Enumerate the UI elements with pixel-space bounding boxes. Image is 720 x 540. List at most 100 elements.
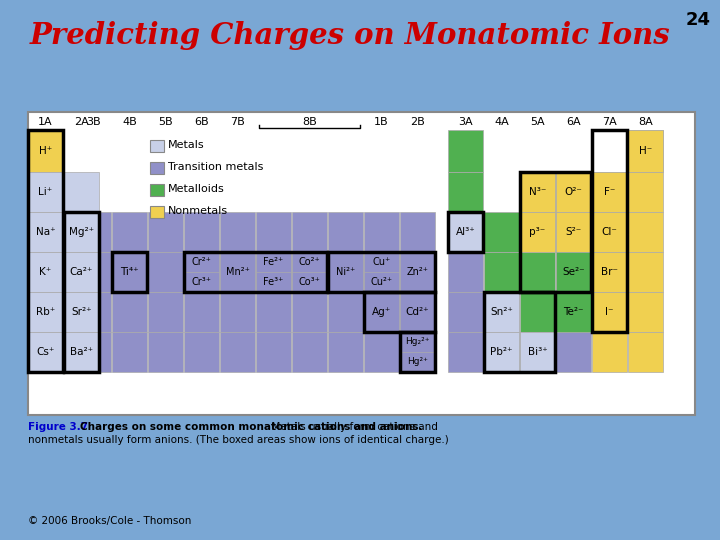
- Bar: [28, 332, 63, 372]
- Bar: [400, 212, 435, 252]
- Text: Zn²⁺: Zn²⁺: [407, 267, 428, 277]
- Bar: [592, 172, 627, 212]
- Bar: [556, 252, 591, 292]
- Bar: [76, 212, 111, 252]
- Bar: [292, 212, 327, 252]
- Bar: [328, 252, 363, 292]
- Text: Fe²⁺: Fe²⁺: [264, 257, 284, 267]
- Bar: [520, 332, 555, 372]
- Bar: [28, 252, 63, 292]
- Text: Co²⁺: Co²⁺: [299, 257, 320, 267]
- Bar: [292, 252, 327, 292]
- Bar: [64, 212, 99, 372]
- Bar: [184, 212, 219, 252]
- Bar: [328, 212, 363, 252]
- Text: Hg²⁺: Hg²⁺: [407, 357, 428, 367]
- Bar: [448, 212, 483, 252]
- Bar: [448, 130, 483, 172]
- Bar: [364, 292, 435, 332]
- Bar: [112, 252, 147, 292]
- Bar: [628, 292, 663, 332]
- Bar: [592, 252, 627, 292]
- Text: 24: 24: [685, 11, 711, 29]
- Text: Transition metals: Transition metals: [168, 162, 264, 172]
- Text: Pb²⁺: Pb²⁺: [490, 347, 513, 357]
- Bar: [484, 292, 519, 332]
- Bar: [148, 332, 183, 372]
- Bar: [448, 252, 483, 292]
- Text: Sr²⁺: Sr²⁺: [71, 307, 92, 317]
- Bar: [592, 292, 627, 332]
- Bar: [112, 292, 147, 332]
- Text: © 2006 Brooks/Cole - Thomson: © 2006 Brooks/Cole - Thomson: [28, 516, 192, 526]
- Bar: [556, 252, 591, 292]
- Bar: [400, 252, 435, 292]
- Bar: [400, 332, 435, 372]
- Bar: [112, 332, 147, 372]
- Bar: [220, 212, 255, 252]
- Bar: [628, 212, 663, 252]
- Bar: [556, 212, 591, 252]
- Text: 5A: 5A: [530, 117, 545, 127]
- Bar: [520, 332, 555, 372]
- Text: Se²⁻: Se²⁻: [562, 267, 585, 277]
- Bar: [184, 332, 219, 372]
- Bar: [556, 212, 591, 252]
- Bar: [520, 212, 555, 252]
- Text: Fe³⁺: Fe³⁺: [264, 277, 284, 287]
- Bar: [184, 252, 219, 292]
- Bar: [28, 172, 63, 212]
- Text: Rb⁺: Rb⁺: [36, 307, 55, 317]
- Text: Predicting Charges on Monatomic Ions: Predicting Charges on Monatomic Ions: [30, 22, 670, 51]
- Bar: [448, 172, 483, 212]
- Text: 1B: 1B: [374, 117, 389, 127]
- Bar: [112, 252, 147, 292]
- Text: Ni²⁺: Ni²⁺: [336, 267, 355, 277]
- Text: Cl⁻: Cl⁻: [602, 227, 618, 237]
- Bar: [328, 252, 435, 292]
- Bar: [400, 332, 435, 372]
- Bar: [448, 292, 483, 332]
- Text: Hg₂²⁺: Hg₂²⁺: [405, 338, 430, 347]
- Bar: [556, 292, 591, 332]
- Bar: [448, 332, 483, 372]
- Text: 7B: 7B: [230, 117, 245, 127]
- Bar: [28, 332, 63, 372]
- Text: 4B: 4B: [122, 117, 137, 127]
- Text: 3A: 3A: [458, 117, 473, 127]
- Bar: [148, 212, 183, 252]
- Bar: [64, 172, 99, 212]
- Bar: [28, 292, 63, 332]
- Text: Ti⁴⁺: Ti⁴⁺: [120, 267, 139, 277]
- Text: O²⁻: O²⁻: [564, 187, 582, 197]
- Bar: [76, 252, 111, 292]
- Bar: [400, 332, 435, 372]
- Text: Cr²⁺: Cr²⁺: [192, 257, 212, 267]
- Bar: [328, 332, 363, 372]
- Bar: [256, 292, 291, 332]
- Bar: [76, 292, 111, 332]
- Bar: [292, 292, 327, 332]
- Bar: [592, 130, 627, 332]
- Bar: [28, 112, 695, 415]
- Bar: [484, 252, 519, 292]
- Bar: [592, 172, 627, 212]
- Bar: [184, 252, 219, 292]
- Text: 1A: 1A: [38, 117, 53, 127]
- Text: Charges on some common monatomic cations and anions.: Charges on some common monatomic cations…: [80, 422, 423, 432]
- Text: K⁺: K⁺: [40, 267, 52, 277]
- Bar: [364, 332, 399, 372]
- Text: H⁻: H⁻: [639, 146, 652, 156]
- Bar: [400, 292, 435, 332]
- Text: Figure 3.7: Figure 3.7: [28, 422, 88, 432]
- Bar: [28, 130, 63, 372]
- Bar: [484, 332, 519, 372]
- Text: 6B: 6B: [194, 117, 209, 127]
- Text: nonmetals usually form anions. (The boxed areas show ions of identical charge.): nonmetals usually form anions. (The boxe…: [28, 435, 449, 445]
- Bar: [364, 292, 399, 332]
- Bar: [628, 130, 663, 172]
- Text: H⁺: H⁺: [39, 146, 52, 156]
- Bar: [292, 252, 327, 292]
- Text: 5B: 5B: [158, 117, 173, 127]
- Bar: [28, 130, 63, 172]
